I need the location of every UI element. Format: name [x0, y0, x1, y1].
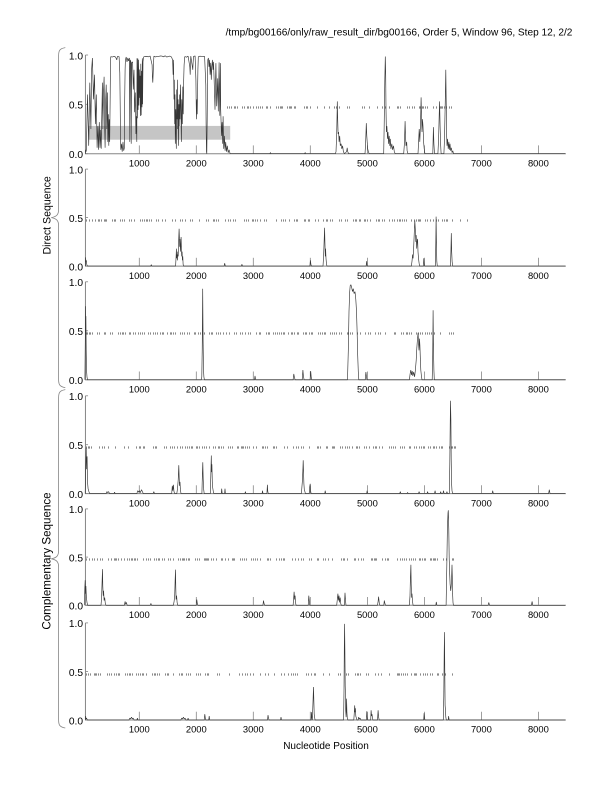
- svg-text:7000: 7000: [471, 497, 492, 508]
- svg-text:2000: 2000: [186, 270, 207, 281]
- svg-text:3000: 3000: [243, 157, 264, 168]
- svg-text:2000: 2000: [186, 497, 207, 508]
- svg-text:0.0: 0.0: [69, 262, 83, 273]
- svg-text:8000: 8000: [528, 609, 549, 620]
- svg-text:3000: 3000: [243, 609, 264, 620]
- svg-text:5000: 5000: [357, 724, 378, 735]
- svg-text:0.0: 0.0: [69, 490, 83, 501]
- svg-text:4000: 4000: [300, 157, 321, 168]
- svg-text:Complementary Sequence: Complementary Sequence: [41, 492, 54, 629]
- svg-text:/tmp/bg00166/only/raw_result_d: /tmp/bg00166/only/raw_result_dir/bg00166…: [226, 27, 573, 38]
- svg-text:1.0: 1.0: [69, 505, 83, 516]
- svg-text:3000: 3000: [243, 384, 264, 395]
- svg-text:8000: 8000: [528, 724, 549, 735]
- svg-text:6000: 6000: [414, 157, 435, 168]
- svg-text:1.0: 1.0: [69, 165, 83, 176]
- svg-text:1.0: 1.0: [69, 392, 83, 403]
- svg-text:6000: 6000: [414, 270, 435, 281]
- svg-text:0.5: 0.5: [69, 441, 83, 452]
- svg-text:6000: 6000: [414, 724, 435, 735]
- svg-text:3000: 3000: [243, 724, 264, 735]
- svg-text:5000: 5000: [357, 157, 378, 168]
- svg-text:7000: 7000: [471, 270, 492, 281]
- svg-text:1000: 1000: [129, 270, 150, 281]
- svg-text:6000: 6000: [414, 497, 435, 508]
- svg-text:0.5: 0.5: [69, 214, 83, 225]
- svg-text:3000: 3000: [243, 270, 264, 281]
- svg-text:8000: 8000: [528, 497, 549, 508]
- svg-text:4000: 4000: [300, 609, 321, 620]
- svg-text:1000: 1000: [129, 497, 150, 508]
- svg-text:0.0: 0.0: [69, 376, 83, 387]
- svg-text:1.0: 1.0: [69, 51, 83, 62]
- svg-text:0.5: 0.5: [69, 668, 83, 679]
- svg-text:0.0: 0.0: [69, 150, 83, 161]
- svg-text:0.0: 0.0: [69, 602, 83, 613]
- svg-text:2000: 2000: [186, 384, 207, 395]
- svg-text:1000: 1000: [129, 384, 150, 395]
- svg-text:1000: 1000: [129, 609, 150, 620]
- svg-text:7000: 7000: [471, 384, 492, 395]
- svg-text:6000: 6000: [414, 609, 435, 620]
- svg-text:7000: 7000: [471, 609, 492, 620]
- svg-text:2000: 2000: [186, 609, 207, 620]
- svg-text:7000: 7000: [471, 157, 492, 168]
- svg-text:1000: 1000: [129, 724, 150, 735]
- svg-text:1.0: 1.0: [69, 619, 83, 630]
- svg-text:4000: 4000: [300, 724, 321, 735]
- svg-text:1.0: 1.0: [69, 278, 83, 289]
- svg-text:4000: 4000: [300, 497, 321, 508]
- svg-text:8000: 8000: [528, 157, 549, 168]
- svg-text:Direct Sequence: Direct Sequence: [42, 176, 54, 254]
- svg-text:2000: 2000: [186, 724, 207, 735]
- svg-text:0.5: 0.5: [69, 101, 83, 112]
- svg-text:8000: 8000: [528, 384, 549, 395]
- svg-text:0.5: 0.5: [69, 553, 83, 564]
- svg-text:Nucleotide Position: Nucleotide Position: [283, 741, 369, 752]
- svg-text:4000: 4000: [300, 384, 321, 395]
- svg-text:6000: 6000: [414, 384, 435, 395]
- svg-text:3000: 3000: [243, 497, 264, 508]
- svg-text:5000: 5000: [357, 270, 378, 281]
- svg-text:5000: 5000: [357, 384, 378, 395]
- svg-text:1000: 1000: [129, 157, 150, 168]
- svg-text:7000: 7000: [471, 724, 492, 735]
- svg-text:5000: 5000: [357, 609, 378, 620]
- svg-text:5000: 5000: [357, 497, 378, 508]
- svg-text:0.5: 0.5: [69, 327, 83, 338]
- svg-text:8000: 8000: [528, 270, 549, 281]
- svg-text:4000: 4000: [300, 270, 321, 281]
- svg-text:2000: 2000: [186, 157, 207, 168]
- svg-text:0.0: 0.0: [69, 716, 83, 727]
